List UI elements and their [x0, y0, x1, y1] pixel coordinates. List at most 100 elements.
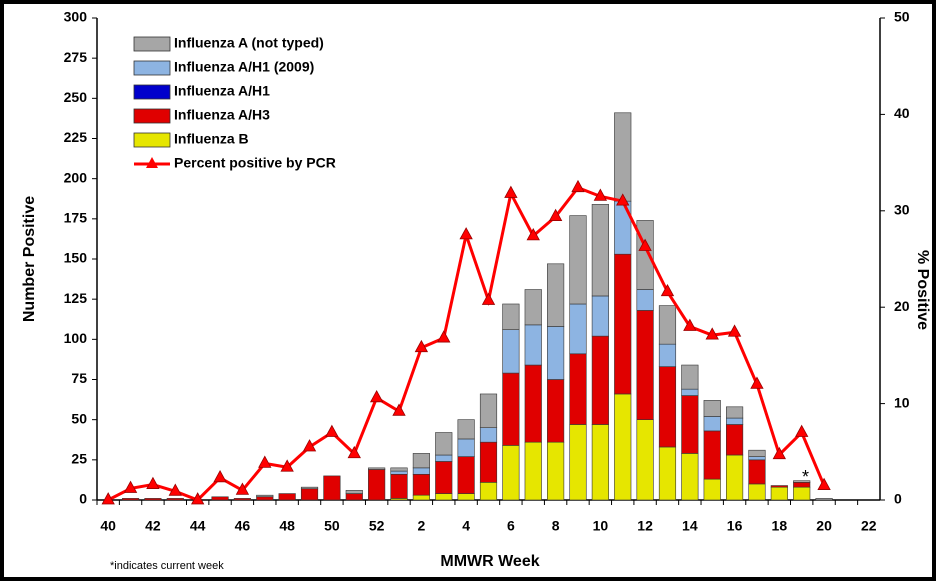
bar-segment	[435, 493, 453, 501]
bar-segment	[658, 343, 677, 367]
line-marker	[683, 318, 697, 331]
bar-segment	[726, 406, 744, 419]
line-marker	[190, 492, 205, 505]
line-marker	[437, 330, 451, 343]
line-marker	[414, 339, 429, 353]
bar-segment	[479, 427, 498, 443]
bar-segment	[479, 441, 498, 483]
bar-segment	[211, 496, 229, 501]
bar-segment	[681, 395, 699, 454]
bar-segment	[368, 469, 386, 501]
bar-segment	[524, 289, 542, 326]
current-week-marker: *	[802, 467, 809, 487]
bar-segment	[524, 441, 542, 501]
y2-tick-label: 10	[894, 394, 910, 410]
bar-segment	[300, 488, 319, 501]
x-tick-label: 6	[507, 518, 515, 534]
bar-segment	[793, 486, 811, 501]
line-marker	[705, 327, 719, 340]
legend-label: Influenza A/H3	[174, 107, 270, 123]
bar-segment	[748, 459, 766, 485]
bar-segment	[547, 379, 565, 443]
bar-segment	[412, 473, 430, 496]
bar-segment	[502, 372, 520, 446]
bar-segment	[681, 388, 699, 396]
bar-segment	[703, 478, 721, 501]
y2-tick-label: 30	[894, 202, 910, 218]
line-marker	[638, 238, 652, 251]
line-marker	[146, 476, 160, 489]
bar-segment	[390, 470, 408, 475]
bar-segment	[793, 480, 811, 483]
bar-segment	[390, 473, 408, 499]
x-tick-label: 48	[279, 518, 295, 534]
line-marker	[795, 424, 809, 437]
x-tick-label: 46	[235, 518, 251, 534]
bar-segment	[233, 498, 251, 501]
bar-segment	[300, 486, 319, 490]
bar-segment	[770, 485, 788, 488]
x-tick-label: 22	[861, 518, 877, 534]
bar-segment	[591, 424, 609, 501]
y-tick-label: 125	[64, 290, 88, 306]
bar-segment	[547, 441, 565, 501]
line-marker	[325, 424, 339, 437]
bar-segment	[569, 215, 587, 305]
y-tick-label: 0	[79, 491, 87, 507]
x-tick-label: 10	[593, 518, 609, 534]
bar-segment	[726, 454, 744, 501]
bar-segment	[748, 456, 766, 461]
legend-marker	[146, 157, 158, 168]
bar-segment	[502, 445, 520, 501]
bar-segment	[412, 494, 430, 501]
x-tick-label: 14	[682, 518, 698, 534]
x-tick-label: 2	[417, 518, 425, 534]
bar-segment	[479, 393, 498, 428]
bar-segment	[412, 453, 430, 469]
line-marker	[481, 292, 496, 305]
y-tick-label: 300	[64, 9, 88, 25]
line-marker	[727, 324, 742, 337]
legend-swatch	[133, 60, 171, 76]
x-tick-label: 42	[145, 518, 161, 534]
line-marker	[772, 446, 787, 460]
bar-segment	[457, 438, 475, 457]
legend-label: Percent positive by PCR	[174, 155, 336, 171]
bar-segment	[770, 486, 788, 501]
line-marker	[504, 185, 518, 198]
bar-segment	[412, 467, 430, 475]
x-tick-label: 8	[552, 518, 560, 534]
x-tick-label: 12	[637, 518, 653, 534]
bar-segment	[658, 446, 677, 501]
line-marker	[369, 389, 384, 403]
bar-segment	[457, 493, 475, 501]
legend-swatch	[133, 36, 171, 52]
y-tick-label: 25	[71, 451, 87, 467]
bar-segment	[435, 461, 453, 494]
bar-segment	[547, 263, 565, 327]
bar-segment	[144, 498, 162, 501]
bar-segment	[703, 430, 721, 480]
x-tick-label: 40	[100, 518, 116, 534]
x-tick-label: 44	[190, 518, 206, 534]
line-marker	[459, 227, 473, 240]
bar-segment	[368, 467, 386, 470]
line-marker	[101, 492, 115, 505]
bar-segment	[569, 424, 587, 501]
bar-segment	[524, 364, 542, 443]
y2-axis-label: % Positive	[914, 250, 931, 330]
bar-segment	[256, 494, 274, 498]
bar-segment	[502, 329, 520, 374]
bar-segment	[121, 498, 140, 501]
bar-segment	[614, 253, 632, 395]
y-tick-label: 275	[64, 49, 88, 65]
bar-segment	[614, 393, 632, 501]
x-tick-label: 20	[816, 518, 832, 534]
bar-segment	[703, 416, 721, 432]
bar-segment	[591, 204, 609, 297]
line-marker	[817, 477, 831, 490]
legend-swatch	[133, 84, 171, 100]
y2-tick-label: 20	[894, 298, 910, 314]
y-tick-label: 250	[64, 89, 88, 105]
